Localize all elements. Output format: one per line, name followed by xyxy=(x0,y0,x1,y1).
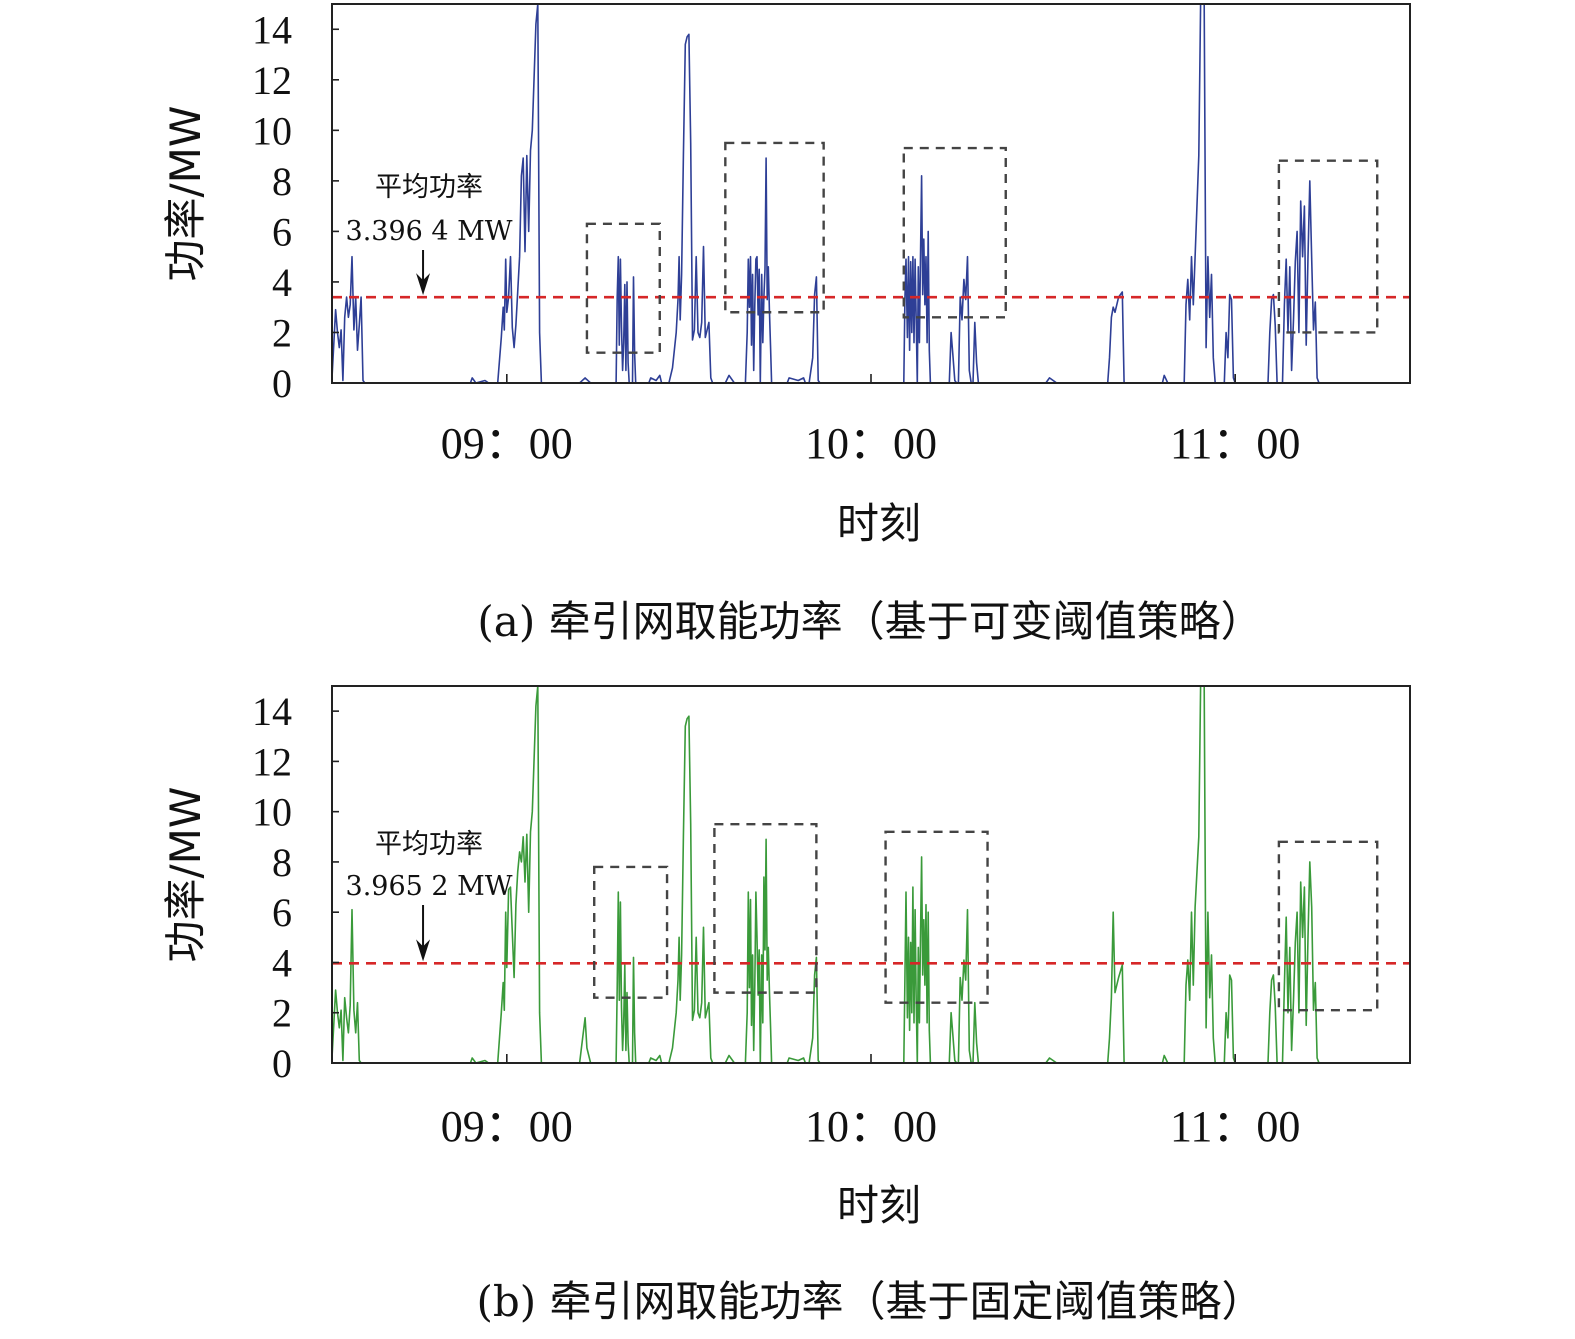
chart-b-series-line xyxy=(332,686,1410,1063)
chart-a-x-axis-label: 时刻 xyxy=(837,499,921,548)
chart-b-y-tick-label: 6 xyxy=(272,890,292,935)
chart-b-highlight-box xyxy=(593,865,669,999)
chart-a-y-axis-label: 功率/MW xyxy=(161,106,210,282)
chart-b-y-tick-label: 10 xyxy=(252,790,292,835)
chart-b-highlight-box xyxy=(1277,840,1379,1012)
chart-b-mean-annotation-title: 平均功率 xyxy=(375,829,483,860)
chart-b-y-tick-label: 0 xyxy=(272,1041,292,1086)
chart-b-y-axis-label: 功率/MW xyxy=(161,787,210,963)
chart-a-mean-arrow-icon xyxy=(416,250,431,296)
chart-b-y-tick-label: 14 xyxy=(252,689,292,734)
chart-b-plot-layer xyxy=(332,686,1410,1063)
chart-b-ticks: 0 2 4 6 8 10 12 14 09：00 10：00 11：00 xyxy=(252,689,1300,1151)
chart-a-mean-annotation-title: 平均功率 xyxy=(375,172,483,203)
chart-b-x-axis-label: 时刻 xyxy=(837,1181,921,1230)
chart-b-y-tick-label: 12 xyxy=(252,739,292,784)
chart-a-y-tick-label: 8 xyxy=(272,159,292,204)
chart-a-mean-annotation-value: 3.396 4 MW xyxy=(346,216,513,247)
chart-a-highlight-box xyxy=(902,146,1007,319)
chart-a-x-tick-label: 11：00 xyxy=(1170,419,1300,468)
chart-a-x-tick-label: 09：00 xyxy=(441,419,573,468)
chart-a-caption: (a) 牵引网取能功率（基于可变阈值策略） xyxy=(477,597,1262,646)
chart-b-caption: (b) 牵引网取能功率（基于固定阈值策略） xyxy=(476,1277,1263,1326)
chart-a-y-tick-label: 10 xyxy=(252,108,292,153)
chart-a-x-tick-label: 10：00 xyxy=(805,419,937,468)
chart-b-y-tick-label: 2 xyxy=(272,991,292,1036)
chart-panel-b: 0 2 4 6 8 10 12 14 09：00 10：00 11：00 功率/MW 时刻 平均功率… xyxy=(161,685,1411,1326)
chart-b-x-tick-label: 10：00 xyxy=(805,1102,937,1151)
chart-a-y-tick-label: 4 xyxy=(272,260,292,305)
chart-b-mean-annotation-value: 3.965 2 MW xyxy=(346,871,513,902)
chart-b-highlight-box xyxy=(884,830,989,1004)
chart-b-y-tick-label: 4 xyxy=(272,940,292,985)
chart-b-mean-arrow-icon xyxy=(416,905,431,962)
chart-a-plot-frame xyxy=(331,3,1411,384)
chart-a-y-tick-label: 2 xyxy=(272,310,292,355)
chart-a-highlight-box xyxy=(585,222,661,354)
chart-a-plot-layer xyxy=(332,4,1410,383)
chart-a-y-tick-label: 12 xyxy=(252,58,292,103)
chart-a-y-tick-label: 14 xyxy=(252,7,292,52)
chart-a-y-tick-label: 6 xyxy=(272,209,292,254)
chart-b-x-tick-label: 09：00 xyxy=(441,1102,573,1151)
chart-panel-a: 0 2 4 6 8 10 12 14 09：00 10：00 11：00 功率/MW 时刻 平均功率… xyxy=(161,3,1411,646)
chart-a-highlight-box xyxy=(724,141,825,314)
chart-b-x-tick-label: 11：00 xyxy=(1170,1102,1300,1151)
chart-a-series-line xyxy=(332,4,1410,383)
chart-a-y-tick-label: 0 xyxy=(272,361,292,406)
chart-a-highlight-box xyxy=(1277,159,1379,334)
chart-b-y-tick-label: 8 xyxy=(272,840,292,885)
chart-b-highlight-box xyxy=(713,823,818,994)
chart-a-ticks: 0 2 4 6 8 10 12 14 09：00 10：00 11：00 xyxy=(252,7,1300,468)
